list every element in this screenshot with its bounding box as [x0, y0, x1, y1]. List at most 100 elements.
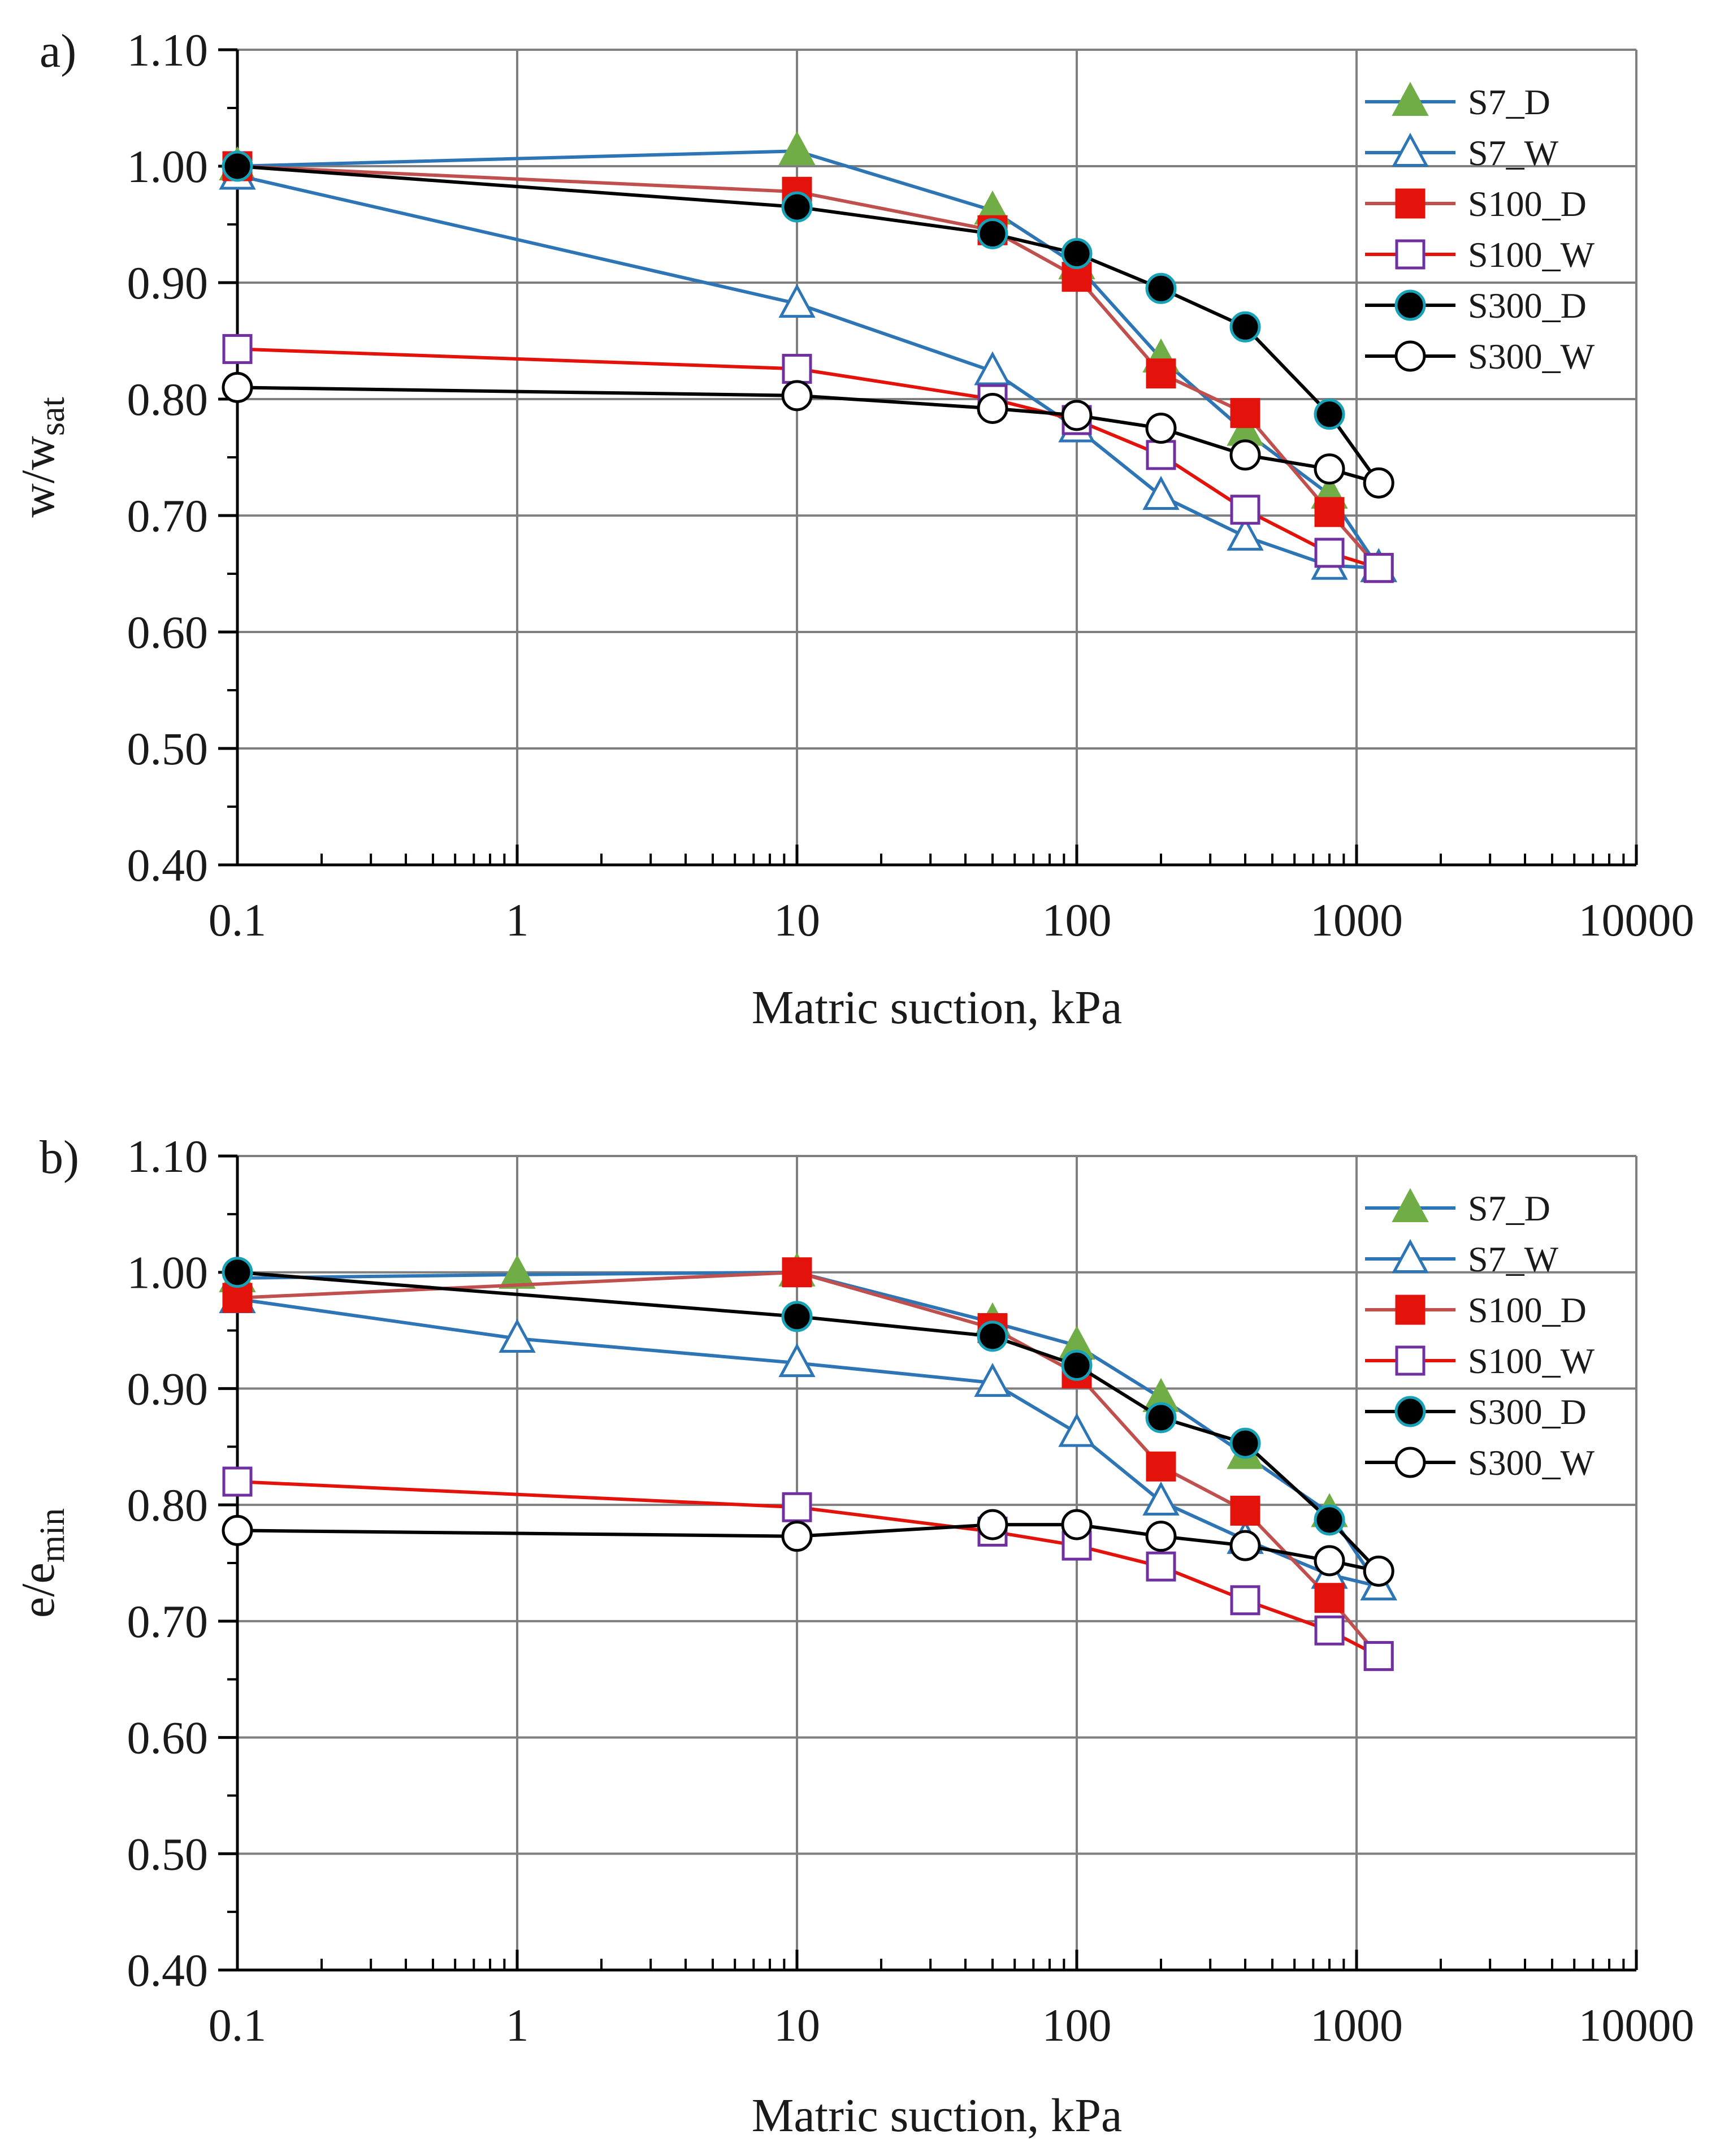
data-point — [1145, 272, 1177, 304]
data-point — [781, 1521, 813, 1552]
data-point — [1061, 400, 1093, 431]
data-point — [1230, 1495, 1260, 1526]
legend-marker — [1394, 1447, 1426, 1478]
y-tick-label: 0.90 — [127, 1363, 209, 1414]
legend-item: S7_W — [1365, 1239, 1559, 1279]
data-point — [1145, 413, 1177, 444]
data-point — [1145, 1402, 1177, 1434]
legend-marker — [1394, 1396, 1426, 1427]
legend-item: S100_W — [1365, 1341, 1595, 1381]
x-tick-label: 0.1 — [209, 894, 267, 946]
legend-item: S300_W — [1365, 336, 1595, 376]
data-point — [781, 380, 813, 412]
x-tick-label: 1000 — [1310, 894, 1403, 946]
legend-item: S7_D — [1365, 81, 1550, 122]
data-point — [499, 1318, 536, 1353]
x-tick-label: 10000 — [1579, 1999, 1695, 2051]
legend: S7_D S7_W S100_D S100_W S300_D S300_W — [1365, 1188, 1595, 1483]
x-axis-title: Matric suction, kPa — [752, 2089, 1123, 2142]
y-tick-label: 1.10 — [127, 1131, 209, 1182]
y-axis-title: e/emin — [12, 1508, 72, 1618]
legend-marker — [1392, 132, 1429, 167]
legend-marker — [1395, 188, 1426, 219]
legend-item: S100_D — [1365, 184, 1587, 224]
data-point — [1142, 475, 1180, 510]
data-point — [1314, 538, 1345, 568]
legend-label: S7_W — [1468, 1239, 1559, 1279]
data-point — [1058, 1413, 1095, 1447]
legend-item: S300_W — [1365, 1443, 1595, 1483]
data-point — [1145, 1521, 1177, 1552]
legend-marker — [1392, 81, 1429, 116]
x-tick-label: 10000 — [1579, 894, 1695, 946]
data-point — [977, 218, 1008, 249]
x-tick-label: 100 — [1042, 1999, 1112, 2051]
legend-item: S7_W — [1365, 132, 1559, 173]
data-point — [1314, 497, 1345, 527]
x-axis-title: Matric suction, kPa — [752, 981, 1123, 1034]
legend-item: S100_D — [1365, 1290, 1587, 1330]
x-tick-label: 10 — [774, 1999, 820, 2051]
legend-label: S300_W — [1468, 336, 1595, 376]
data-point — [1363, 1555, 1394, 1587]
data-point — [222, 334, 253, 364]
data-point — [1061, 1349, 1093, 1381]
x-tick-label: 1 — [506, 894, 529, 946]
y-axis-title: w/wsat — [12, 397, 72, 518]
y-axis-title-main: e/e — [12, 1562, 64, 1618]
panel-label: b) — [40, 1131, 79, 1184]
y-tick-label: 0.70 — [127, 490, 209, 542]
data-point — [974, 351, 1011, 386]
data-point — [782, 1257, 812, 1288]
y-tick-label: 0.80 — [127, 1479, 209, 1531]
data-point — [1363, 467, 1394, 499]
data-point — [1229, 311, 1261, 343]
series-S100_D — [222, 1257, 1394, 1672]
legend-marker — [1394, 340, 1426, 372]
legend-label: S7_W — [1468, 133, 1559, 173]
data-point — [1363, 1641, 1394, 1672]
legend-label: S300_W — [1468, 1443, 1595, 1483]
data-point — [781, 1301, 813, 1332]
data-point — [222, 371, 253, 403]
y-tick-label: 0.60 — [127, 1712, 209, 1764]
y-axis-title-subscript: sat — [33, 397, 72, 436]
y-tick-label: 1.00 — [127, 141, 209, 192]
data-point — [977, 1321, 1008, 1352]
y-tick-label: 0.50 — [127, 1828, 209, 1880]
legend-label: S100_W — [1468, 1341, 1595, 1381]
data-point — [1229, 439, 1261, 471]
data-point — [1227, 516, 1264, 551]
data-point — [1146, 440, 1176, 470]
legend-marker — [1394, 289, 1426, 321]
data-point — [499, 1254, 536, 1289]
data-point — [222, 150, 253, 182]
series-S300_W — [222, 1509, 1394, 1587]
data-point — [1146, 1551, 1176, 1582]
y-tick-label: 1.10 — [127, 24, 209, 76]
data-point — [1142, 1481, 1180, 1516]
data-point — [1314, 1545, 1345, 1577]
series-line — [237, 164, 1380, 569]
data-point — [1229, 1427, 1261, 1459]
y-tick-label: 0.40 — [127, 839, 209, 891]
series-line — [237, 164, 1380, 484]
y-tick-label: 0.90 — [127, 257, 209, 309]
series-line — [237, 149, 1380, 569]
legend-marker — [1395, 239, 1426, 270]
series-S100_W — [222, 334, 1394, 583]
y-axis-title-main: w/w — [12, 436, 64, 518]
plot-area — [237, 1156, 1636, 1970]
data-point — [1314, 1583, 1345, 1613]
legend-label: S100_D — [1468, 1290, 1587, 1330]
data-point — [222, 1283, 253, 1313]
legend-marker — [1392, 1188, 1429, 1222]
legend-label: S100_W — [1468, 235, 1595, 275]
panel-b: 0.40 0.50 0.60 0.70 0.80 0.90 1.00 1.10 0.1 1 10 10… — [12, 1131, 1695, 2142]
legend-label: S300_D — [1468, 285, 1587, 326]
x-tick-label: 10 — [774, 894, 820, 946]
data-point — [781, 191, 813, 223]
legend-marker — [1392, 1239, 1429, 1273]
series-line — [237, 1270, 1380, 1573]
